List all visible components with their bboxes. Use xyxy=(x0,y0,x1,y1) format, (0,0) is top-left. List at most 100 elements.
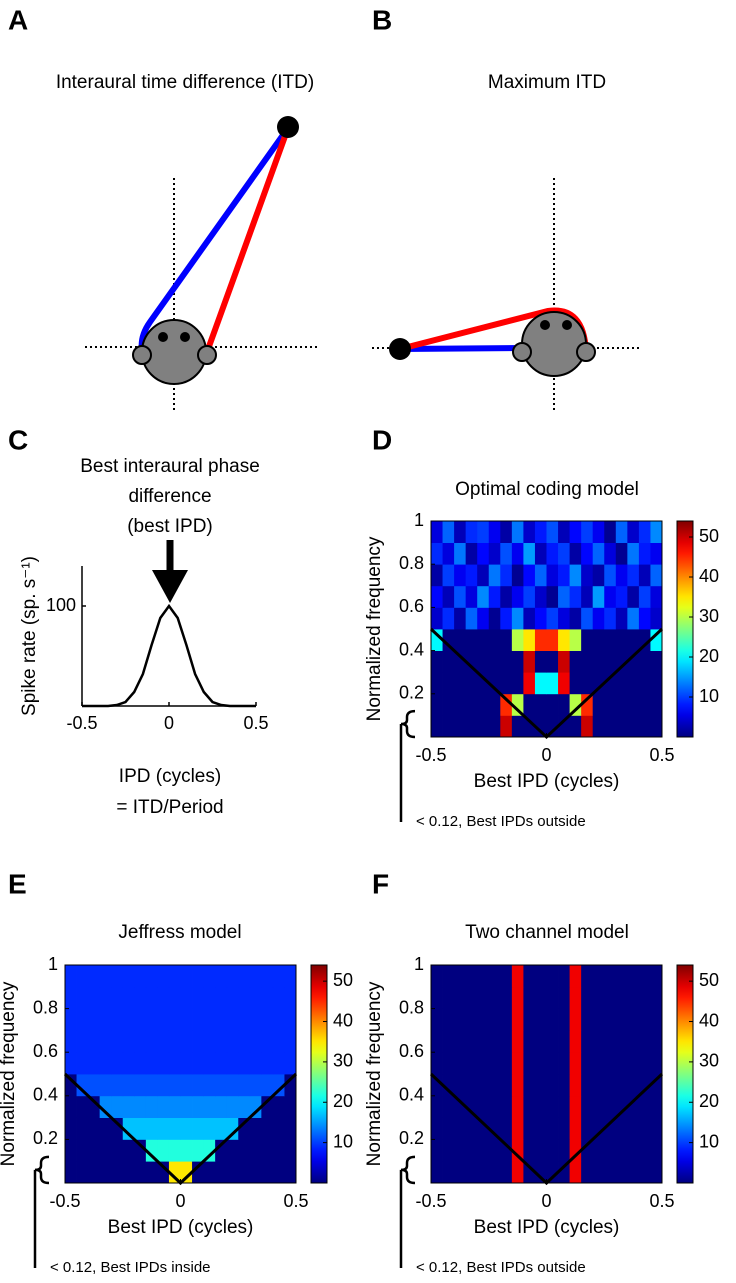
heatmap-cell xyxy=(431,650,443,673)
heatmap-cell xyxy=(581,1052,594,1075)
heatmap-cell xyxy=(546,1161,559,1184)
heatmap-cell xyxy=(88,1052,101,1075)
heatmap-cell xyxy=(627,672,640,695)
heatmap-cell xyxy=(500,542,513,565)
heatmap-cell xyxy=(638,693,651,716)
heatmap-cell xyxy=(615,564,628,587)
heatmap-cell xyxy=(145,1161,158,1184)
heatmap-cell xyxy=(638,1117,651,1140)
heatmap-cell xyxy=(465,585,478,608)
heatmap-cell xyxy=(238,986,251,1009)
heatmap-cell xyxy=(477,672,490,695)
heatmap-cell xyxy=(638,1139,651,1162)
y-tick-label: 0.2 xyxy=(33,1128,58,1148)
heatmap-cell xyxy=(477,1052,490,1075)
heatmap-cell xyxy=(134,1074,147,1097)
itd-diagram xyxy=(85,116,320,410)
heatmap-cell xyxy=(650,542,663,565)
heatmap-cell xyxy=(249,965,262,988)
heatmap-cell xyxy=(99,965,112,988)
heatmap-cell xyxy=(488,715,501,738)
heatmap-cell xyxy=(122,1030,135,1053)
heatmap-cell xyxy=(500,1074,513,1097)
heatmap-cell xyxy=(534,564,547,587)
heatmap-cell xyxy=(122,1161,135,1184)
y-tick-label: 1 xyxy=(414,510,424,530)
heatmap-cell xyxy=(111,1008,124,1031)
heatmap-cell xyxy=(134,1052,147,1075)
heatmap-cell xyxy=(546,521,559,543)
heatmap-cell xyxy=(650,965,663,988)
colorbar-tick-label: 10 xyxy=(333,1131,353,1151)
heatmap-cell xyxy=(488,693,501,716)
heatmap-cell xyxy=(88,965,101,988)
heatmap-cell xyxy=(157,1139,170,1162)
heatmap-cell xyxy=(615,607,628,630)
heatmap-cell xyxy=(604,715,617,738)
heatmap-cell xyxy=(192,1052,204,1075)
heatmap-cell xyxy=(523,1095,536,1118)
panel-title: Interaural time difference (ITD) xyxy=(56,72,314,93)
heatmap-cell xyxy=(180,1095,193,1118)
heatmap-cell xyxy=(65,1008,77,1031)
heatmap-cell xyxy=(581,1117,594,1140)
heatmap-cell xyxy=(592,672,605,695)
heatmap-cell xyxy=(569,672,582,695)
heatmap-cell xyxy=(431,1030,443,1053)
heatmap-cell xyxy=(650,629,663,651)
heatmap-cell xyxy=(488,629,501,651)
heatmap-cell xyxy=(454,542,467,565)
heatmap-cell xyxy=(122,1095,135,1118)
heatmap-cell xyxy=(76,1161,89,1184)
heatmap-cell xyxy=(523,1052,536,1075)
heatmap-cell xyxy=(511,1139,524,1162)
heatmap-cell xyxy=(604,650,617,673)
heatmap-cell xyxy=(477,1008,490,1031)
heatmap-cell xyxy=(581,542,594,565)
y-tick-label: 0.8 xyxy=(33,997,58,1017)
heatmap-cell xyxy=(226,1074,239,1097)
heatmap-cell xyxy=(477,607,490,630)
colorbar-tick-label: 30 xyxy=(333,1051,353,1071)
heatmap-cell xyxy=(604,1139,617,1162)
heatmap-cell xyxy=(488,965,501,988)
y-tick-label: 0.6 xyxy=(33,1041,58,1061)
heatmap-cell xyxy=(569,1139,582,1162)
heatmap-cell xyxy=(650,1074,663,1097)
heatmap-cell xyxy=(604,1074,617,1097)
heatmap-cell xyxy=(558,1161,570,1184)
heatmap-cell xyxy=(238,1030,251,1053)
heatmap-cell xyxy=(523,564,536,587)
heatmap-cell xyxy=(215,1117,228,1140)
heatmap-cell xyxy=(638,585,651,608)
heatmap-cell xyxy=(477,715,490,738)
heatmap-cell xyxy=(465,1139,478,1162)
heatmap-cell xyxy=(546,542,559,565)
heatmap-cell xyxy=(650,564,663,587)
heatmap-cell xyxy=(523,1030,536,1053)
heatmap-cell xyxy=(488,672,501,695)
heatmap-cell xyxy=(569,542,582,565)
heatmap-cell xyxy=(99,986,112,1009)
heatmap-cell xyxy=(99,1161,112,1184)
heatmap-cell xyxy=(226,1161,239,1184)
heatmap-cell xyxy=(192,986,204,1009)
heatmap-cell xyxy=(431,1074,443,1097)
heatmap-cell xyxy=(272,1095,285,1118)
heatmap-cell xyxy=(500,1008,513,1031)
heatmap-cell xyxy=(431,693,443,716)
heatmap-cell xyxy=(604,1095,617,1118)
heatmap-cell xyxy=(534,521,547,543)
heatmap-cell xyxy=(627,564,640,587)
x-tick-label: 0 xyxy=(541,745,551,765)
x-tick-label: 0 xyxy=(541,1191,551,1211)
heatmap-cell xyxy=(546,650,559,673)
x-tick-label: 0.5 xyxy=(649,1191,674,1211)
heatmap-cell xyxy=(546,564,559,587)
heatmap-cell xyxy=(604,564,617,587)
heatmap-cell xyxy=(558,585,570,608)
heatmap-cell xyxy=(638,986,651,1009)
colorbar-tick-label: 20 xyxy=(333,1091,353,1111)
heatmap-cell xyxy=(477,564,490,587)
x-axis-label: = ITD/Period xyxy=(116,797,223,818)
